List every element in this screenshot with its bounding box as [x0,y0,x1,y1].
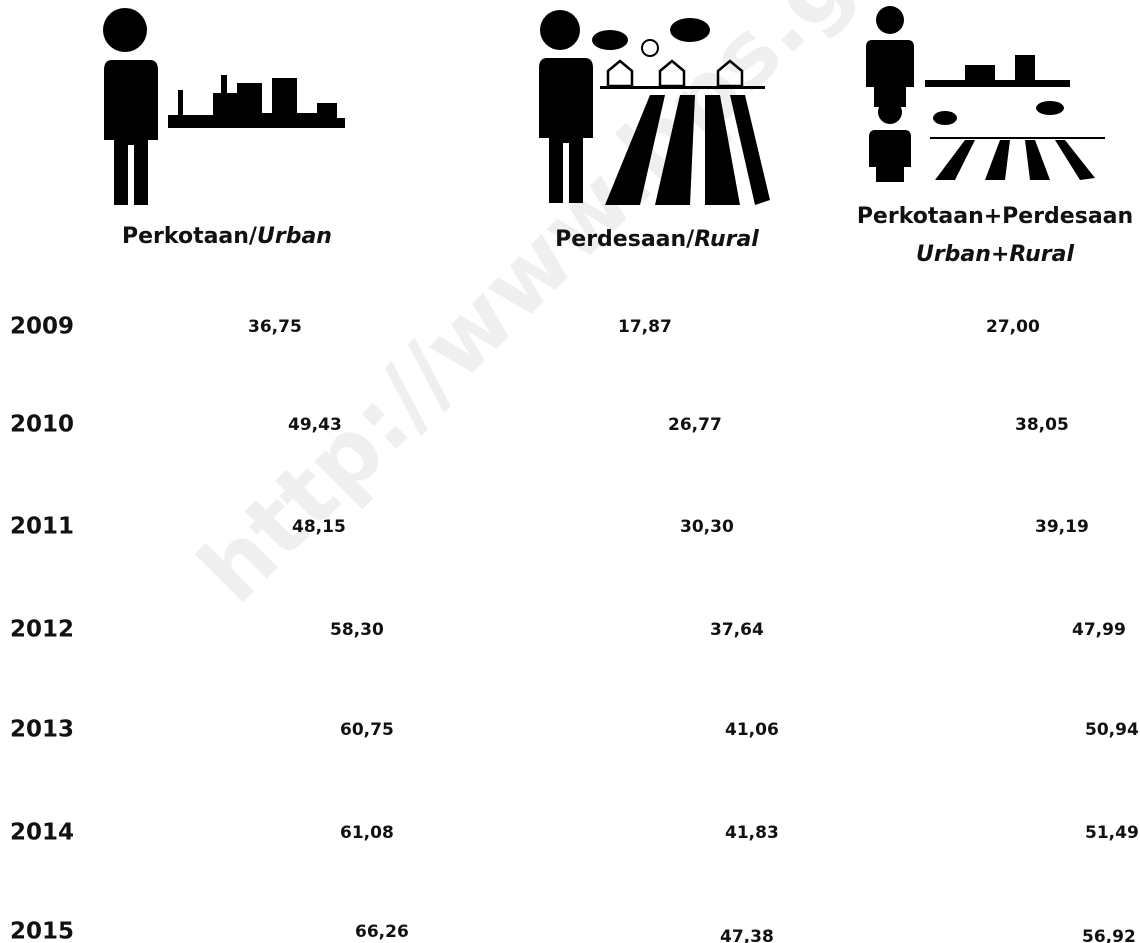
value-label: 17,87 [618,317,672,337]
value-label: 41,06 [725,720,779,740]
year-label: 2010 [10,412,74,438]
header-italic: Urban [257,224,332,249]
year-label: 2011 [10,514,74,540]
value-label: 47,99 [1072,620,1126,640]
value-label: 37,64 [710,620,764,640]
value-label: 27,00 [986,317,1040,337]
header-italic: Rural [694,227,759,252]
header-text: Perkotaan/ [122,224,258,249]
year-label: 2014 [10,820,74,846]
column-header-italic: Urban+Rural [916,242,1074,267]
value-label: 48,15 [292,517,346,537]
value-label: 60,75 [340,720,394,740]
rural-icon [535,10,770,205]
year-label: 2012 [10,617,74,643]
value-label: 26,77 [668,415,722,435]
urban-icon [100,8,345,205]
year-label: 2015 [10,919,74,943]
value-label: 30,30 [680,517,734,537]
value-label: 38,05 [1015,415,1069,435]
value-label: 49,43 [288,415,342,435]
year-label: 2009 [10,314,74,340]
value-label: 66,26 [355,922,409,942]
value-label: 39,19 [1035,517,1089,537]
column-header: Perkotaan/Urban [122,224,332,249]
value-label: 41,83 [725,823,779,843]
urban-rural-icon [866,6,1105,182]
value-label: 50,94 [1085,720,1139,740]
value-label: 61,08 [340,823,394,843]
value-label: 47,38 [720,927,774,943]
year-label: 2013 [10,717,74,743]
value-label: 58,30 [330,620,384,640]
value-label: 51,49 [1085,823,1139,843]
column-header: Perkotaan+Perdesaan [857,204,1133,229]
value-label: 56,92 [1082,927,1136,943]
column-header: Perdesaan/Rural [555,227,759,252]
value-label: 36,75 [248,317,302,337]
header-text: Perdesaan/ [555,227,695,252]
